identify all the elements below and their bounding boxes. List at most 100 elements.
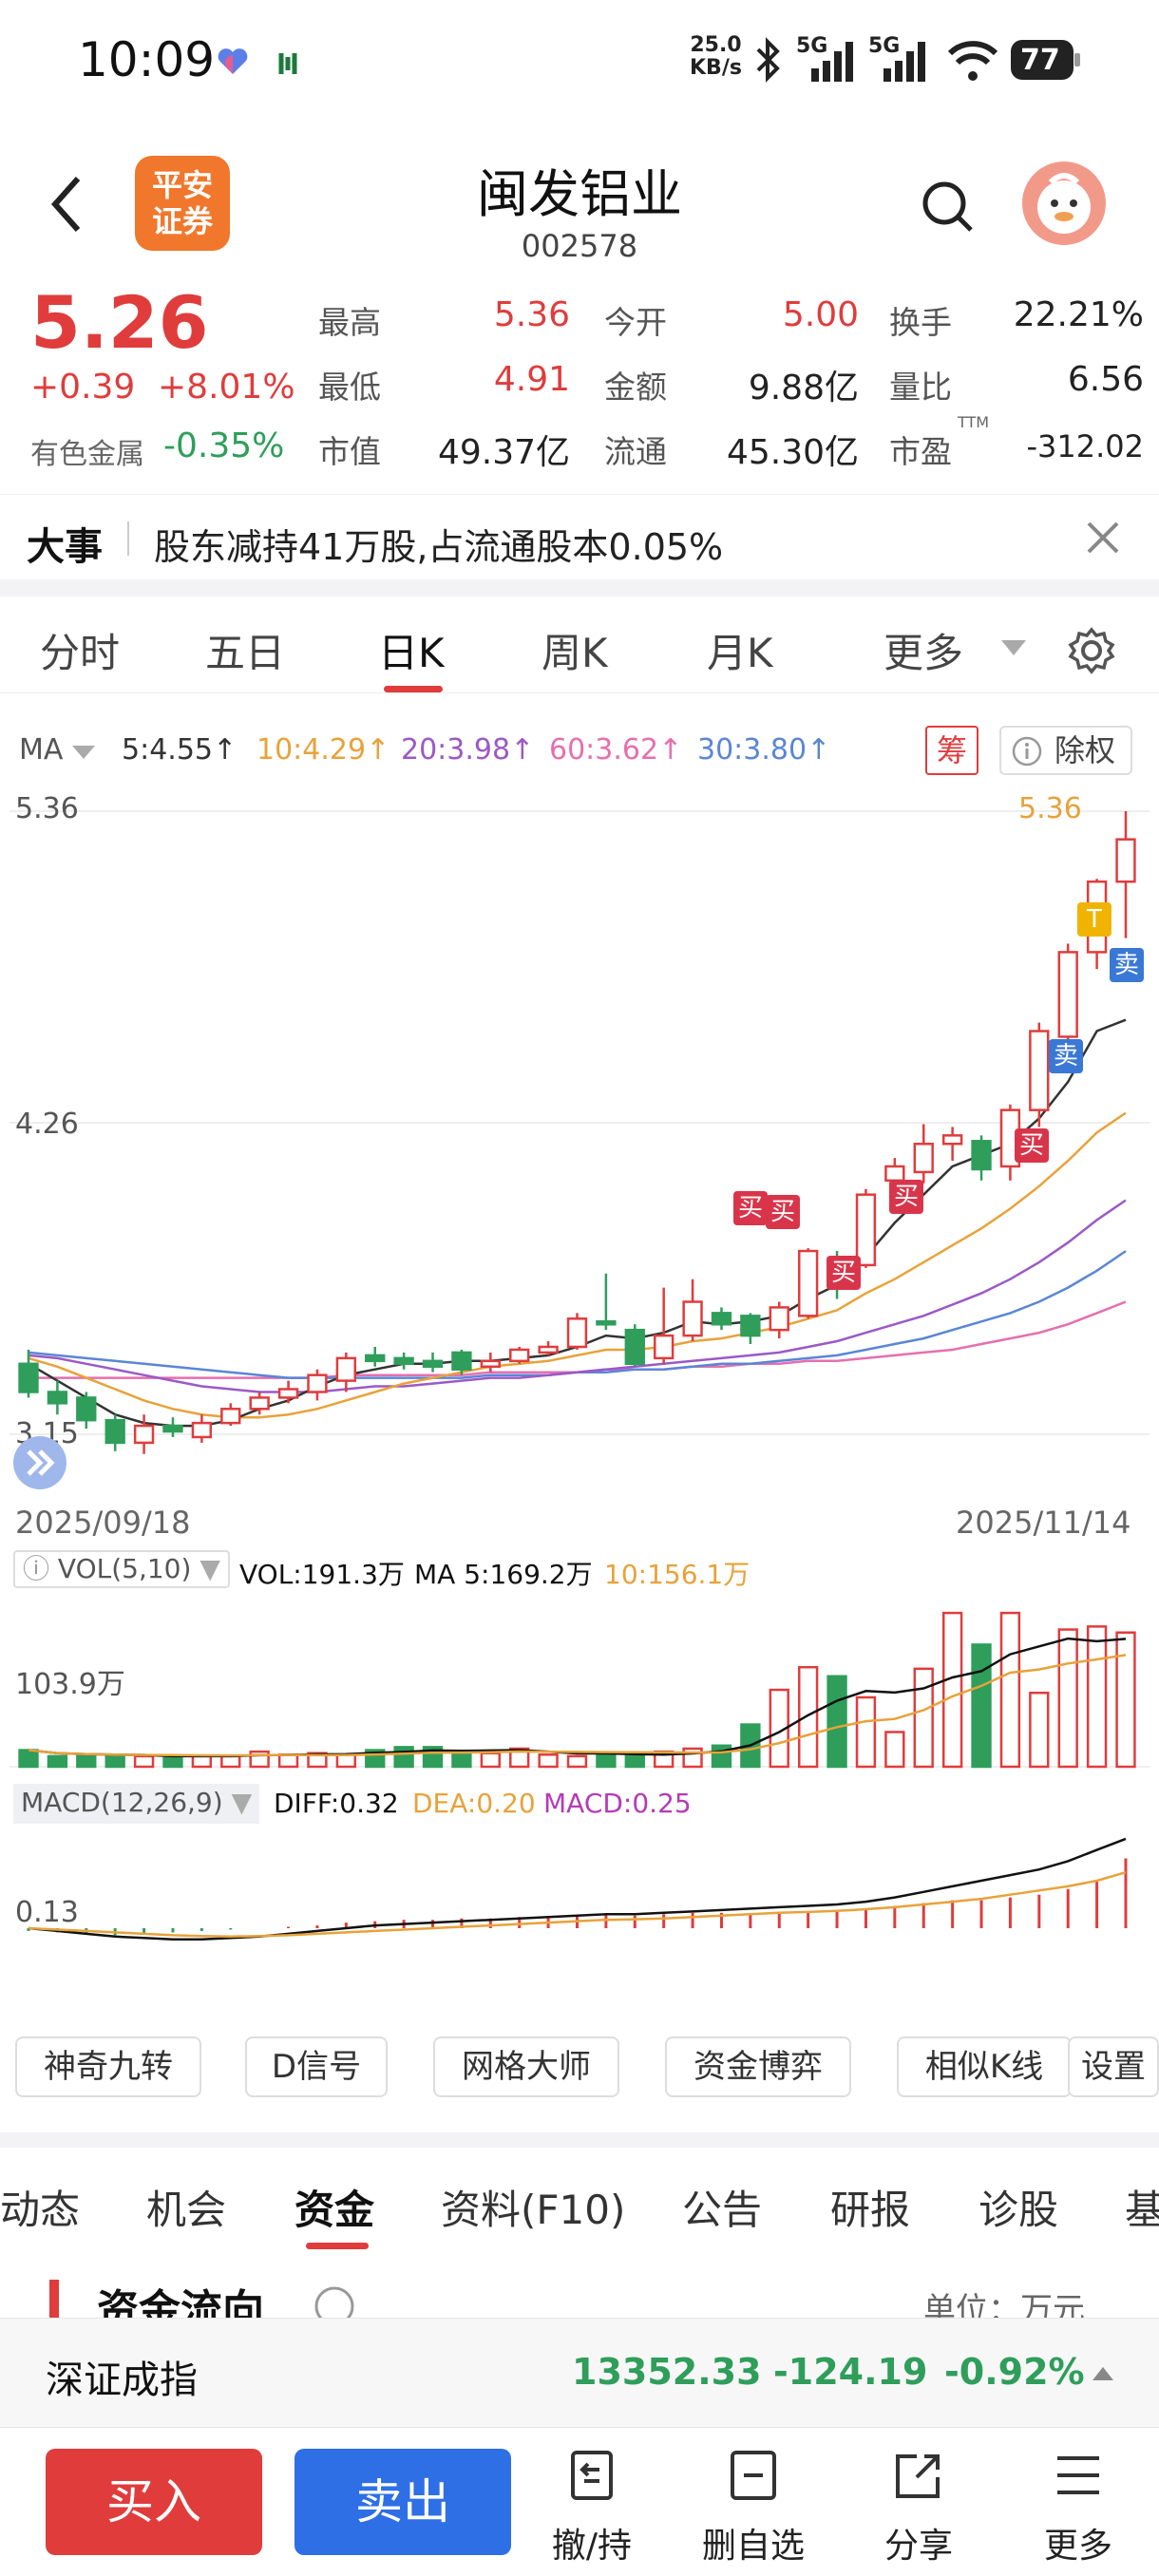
volume-bar-down xyxy=(826,1675,847,1769)
vol-ratio-label: 量比 xyxy=(889,369,952,406)
tab-fund-overflow[interactable]: 基 xyxy=(1125,2187,1159,2233)
index-value: 13352.33 xyxy=(572,2351,762,2393)
stock-name: 闽发铝业 xyxy=(477,164,682,224)
volume-bar-down xyxy=(711,1744,732,1769)
candle-up xyxy=(1029,1030,1050,1111)
caret-down-icon: ▼ xyxy=(200,1553,220,1584)
tab-more[interactable]: 更多 xyxy=(884,630,964,676)
search-button[interactable] xyxy=(920,179,977,239)
candlestick-chart[interactable] xyxy=(0,779,1159,2052)
candle-up xyxy=(941,1134,963,1146)
candle-up xyxy=(884,1165,905,1183)
current-price: 5.26 xyxy=(30,280,209,365)
ma-selector[interactable]: MA xyxy=(19,733,95,767)
close-icon xyxy=(1087,521,1119,554)
candle-down xyxy=(104,1418,125,1445)
ma20-line xyxy=(28,1199,1127,1393)
candle-down xyxy=(624,1328,645,1366)
chip-button[interactable]: 筹 xyxy=(925,726,978,775)
tool-button-grid-master[interactable]: 网格大师 xyxy=(433,2036,619,2097)
info-icon xyxy=(1012,736,1042,767)
candle-up xyxy=(249,1396,270,1411)
more-button[interactable]: 更多 xyxy=(1026,2449,1130,2567)
chart-settings-button[interactable] xyxy=(1068,627,1115,678)
signal-sell-badge: 卖 xyxy=(1049,1039,1083,1073)
volume-bar-down xyxy=(393,1746,414,1769)
candle-down xyxy=(971,1140,992,1171)
tab-announcement[interactable]: 公告 xyxy=(682,2187,763,2233)
tab-weekly-k[interactable]: 周K xyxy=(542,630,608,676)
bluetooth-icon xyxy=(752,36,785,87)
tab-daily-k[interactable]: 日K xyxy=(378,630,445,676)
pe-value: -312.02 xyxy=(1026,428,1144,464)
remove-watchlist-button[interactable]: 删自选 xyxy=(701,2449,806,2567)
ma10-line xyxy=(28,1111,1127,1419)
macd-indicator-selector[interactable]: MACD(12,26,9) ▼ xyxy=(13,1784,260,1824)
ma30-value: 30:3.80↑ xyxy=(697,733,831,767)
tool-button-settings[interactable]: 设置 xyxy=(1068,2036,1159,2097)
cancel-hold-button[interactable]: 撤/持 xyxy=(540,2449,644,2567)
candle-up xyxy=(1115,838,1136,883)
expand-chart-button[interactable] xyxy=(13,1436,66,1489)
menu-icon xyxy=(1057,2456,1099,2494)
candle-up xyxy=(307,1373,328,1393)
candle-down xyxy=(393,1356,414,1366)
candle-down xyxy=(365,1354,386,1363)
ma20-value: 20:3.98↑ xyxy=(401,733,535,767)
volume-bar-up xyxy=(1057,1628,1078,1769)
macd-label: MACD(12,26,9) xyxy=(21,1787,223,1818)
tool-button-similar-k[interactable]: 相似K线 xyxy=(897,2036,1072,2097)
mcap-value: 49.37亿 xyxy=(437,433,570,472)
candle-up xyxy=(480,1359,501,1369)
volume-bar-up xyxy=(1029,1691,1050,1769)
share-button[interactable]: 分享 xyxy=(866,2449,971,2567)
tab-monthly-k[interactable]: 月K xyxy=(707,630,773,676)
candle-up xyxy=(538,1345,559,1354)
broker-logo[interactable]: 平安 证券 xyxy=(135,156,230,251)
tab-research[interactable]: 研报 xyxy=(830,2187,911,2233)
close-news-button[interactable] xyxy=(1083,518,1123,561)
tool-button-fund-game[interactable]: 资金博弈 xyxy=(665,2036,851,2097)
stock-code: 002578 xyxy=(521,228,638,264)
vol-value: VOL:191.3万 xyxy=(239,1559,405,1590)
amount-label: 金额 xyxy=(604,369,667,406)
avatar[interactable] xyxy=(1022,161,1106,245)
ma5-value: 5:4.55↑ xyxy=(122,733,238,767)
tab-news[interactable]: 动态 xyxy=(0,2187,81,2233)
tab-diagnosis[interactable]: 诊股 xyxy=(978,2187,1059,2233)
info-icon[interactable] xyxy=(314,2285,355,2318)
back-button[interactable] xyxy=(44,171,91,237)
tab-opportunity[interactable]: 机会 xyxy=(146,2187,227,2233)
volume-bar-up xyxy=(855,1695,877,1769)
float-label: 流通 xyxy=(604,433,667,470)
tool-button-d-signal[interactable]: D信号 xyxy=(245,2036,388,2097)
news-banner[interactable]: 大事 股东减持41万股,占流通股本0.05% xyxy=(0,494,1159,579)
vol-indicator-selector[interactable]: ⓘ VOL(5,10) ▼ xyxy=(13,1550,230,1588)
tool-button-magic-nine[interactable]: 神奇九转 xyxy=(15,2036,201,2097)
tab-intraday[interactable]: 分时 xyxy=(40,630,121,676)
volume-bar-down xyxy=(47,1754,68,1769)
signal-buy-badge: 买 xyxy=(766,1195,800,1229)
volume-bar-up xyxy=(191,1754,213,1769)
tab-funds[interactable]: 资金 xyxy=(294,2187,375,2233)
candle-up xyxy=(855,1193,877,1267)
vol-y-label: 103.9万 xyxy=(15,1668,125,1701)
candle-down xyxy=(422,1359,444,1369)
candle-up xyxy=(566,1317,588,1349)
more-label: 更多 xyxy=(1043,2527,1112,2566)
fuquan-button[interactable]: 除权 xyxy=(999,726,1132,775)
volume-legend: ⓘ VOL(5,10) ▼ VOL:191.3万 MA 5:169.2万 10:… xyxy=(0,1548,1159,1590)
sector-name[interactable]: 有色金属 xyxy=(30,438,144,471)
tab-f10[interactable]: 资料(F10) xyxy=(441,2187,626,2233)
volume-bar-up xyxy=(480,1752,501,1769)
market-index-bar[interactable]: 深证成指 13352.33 -124.19 -0.92% xyxy=(0,2318,1159,2427)
amount-value: 9.88亿 xyxy=(748,369,859,407)
sell-button[interactable]: 卖出 xyxy=(294,2449,511,2555)
low-value: 4.91 xyxy=(493,360,570,399)
candle-down xyxy=(76,1396,97,1422)
buy-button[interactable]: 买入 xyxy=(46,2449,262,2555)
period-tabs: 分时 五日 日K 周K 月K 更多 xyxy=(0,598,1159,693)
tab-five-day[interactable]: 五日 xyxy=(205,630,286,676)
caret-down-icon xyxy=(71,746,95,759)
open-label: 今开 xyxy=(604,304,667,341)
